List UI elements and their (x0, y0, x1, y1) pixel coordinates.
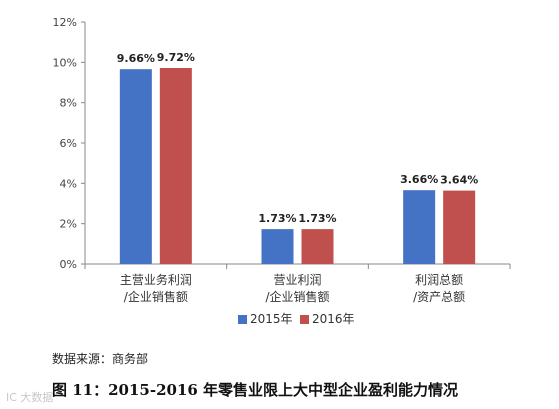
chart-axes: 0% 2% 4% 6% 8% 10% 12% (53, 16, 511, 271)
chart-labels: 9.66% 9.72% 主营业务利润/企业销售额 1.73% 1.73% 营业利润/企业销… (117, 51, 479, 304)
data-source-note: 数据来源：商务部 (52, 352, 149, 366)
bar-2015 (261, 229, 294, 264)
bar-2015 (403, 190, 436, 264)
bar-2016 (159, 67, 192, 264)
legend-label: 2015年 (250, 312, 293, 326)
legend-swatch (238, 315, 247, 324)
bar-value-label: 3.64% (440, 174, 478, 187)
bar-2016 (301, 229, 334, 264)
bar-value-label: 1.73% (298, 212, 336, 225)
watermark-logo: IC 大数据 (6, 391, 54, 404)
x-category-label: /企业销售额 (265, 289, 329, 304)
y-tick-label: 6% (60, 137, 77, 150)
bar-chart: 0% 2% 4% 6% 8% 10% 12% 9.66% 9.72% 主营业务利润/企业销售额 1… (53, 16, 511, 326)
y-tick-label: 12% (53, 16, 77, 29)
chart-legend: 2015年 2016年 (238, 312, 355, 326)
y-tick-label: 8% (60, 97, 77, 110)
x-category-label: 主营业务利润 (120, 272, 192, 287)
x-category-label: 营业利润 (273, 273, 321, 287)
bar-value-label: 3.66% (400, 173, 438, 186)
y-tick-label: 4% (60, 177, 77, 190)
y-tick-label: 2% (60, 218, 77, 231)
y-tick-label: 10% (53, 56, 77, 69)
figure-caption: 图 11：2015-2016 年零售业限上大中型企业盈利能力情况 (52, 381, 459, 399)
y-tick-label: 0% (60, 258, 77, 271)
bar-value-label: 9.72% (157, 51, 195, 64)
bar-2015 (119, 69, 152, 264)
legend-label: 2016年 (312, 312, 355, 326)
bar-value-label: 9.66% (117, 52, 155, 65)
chart-bars (119, 67, 476, 264)
bar-2016 (443, 190, 476, 264)
x-category-label: /企业销售额 (124, 289, 188, 304)
bar-value-label: 1.73% (258, 212, 296, 225)
legend-swatch (300, 315, 309, 324)
x-category-label: /资产总额 (413, 290, 465, 304)
x-category-label: 利润总额 (415, 273, 463, 287)
